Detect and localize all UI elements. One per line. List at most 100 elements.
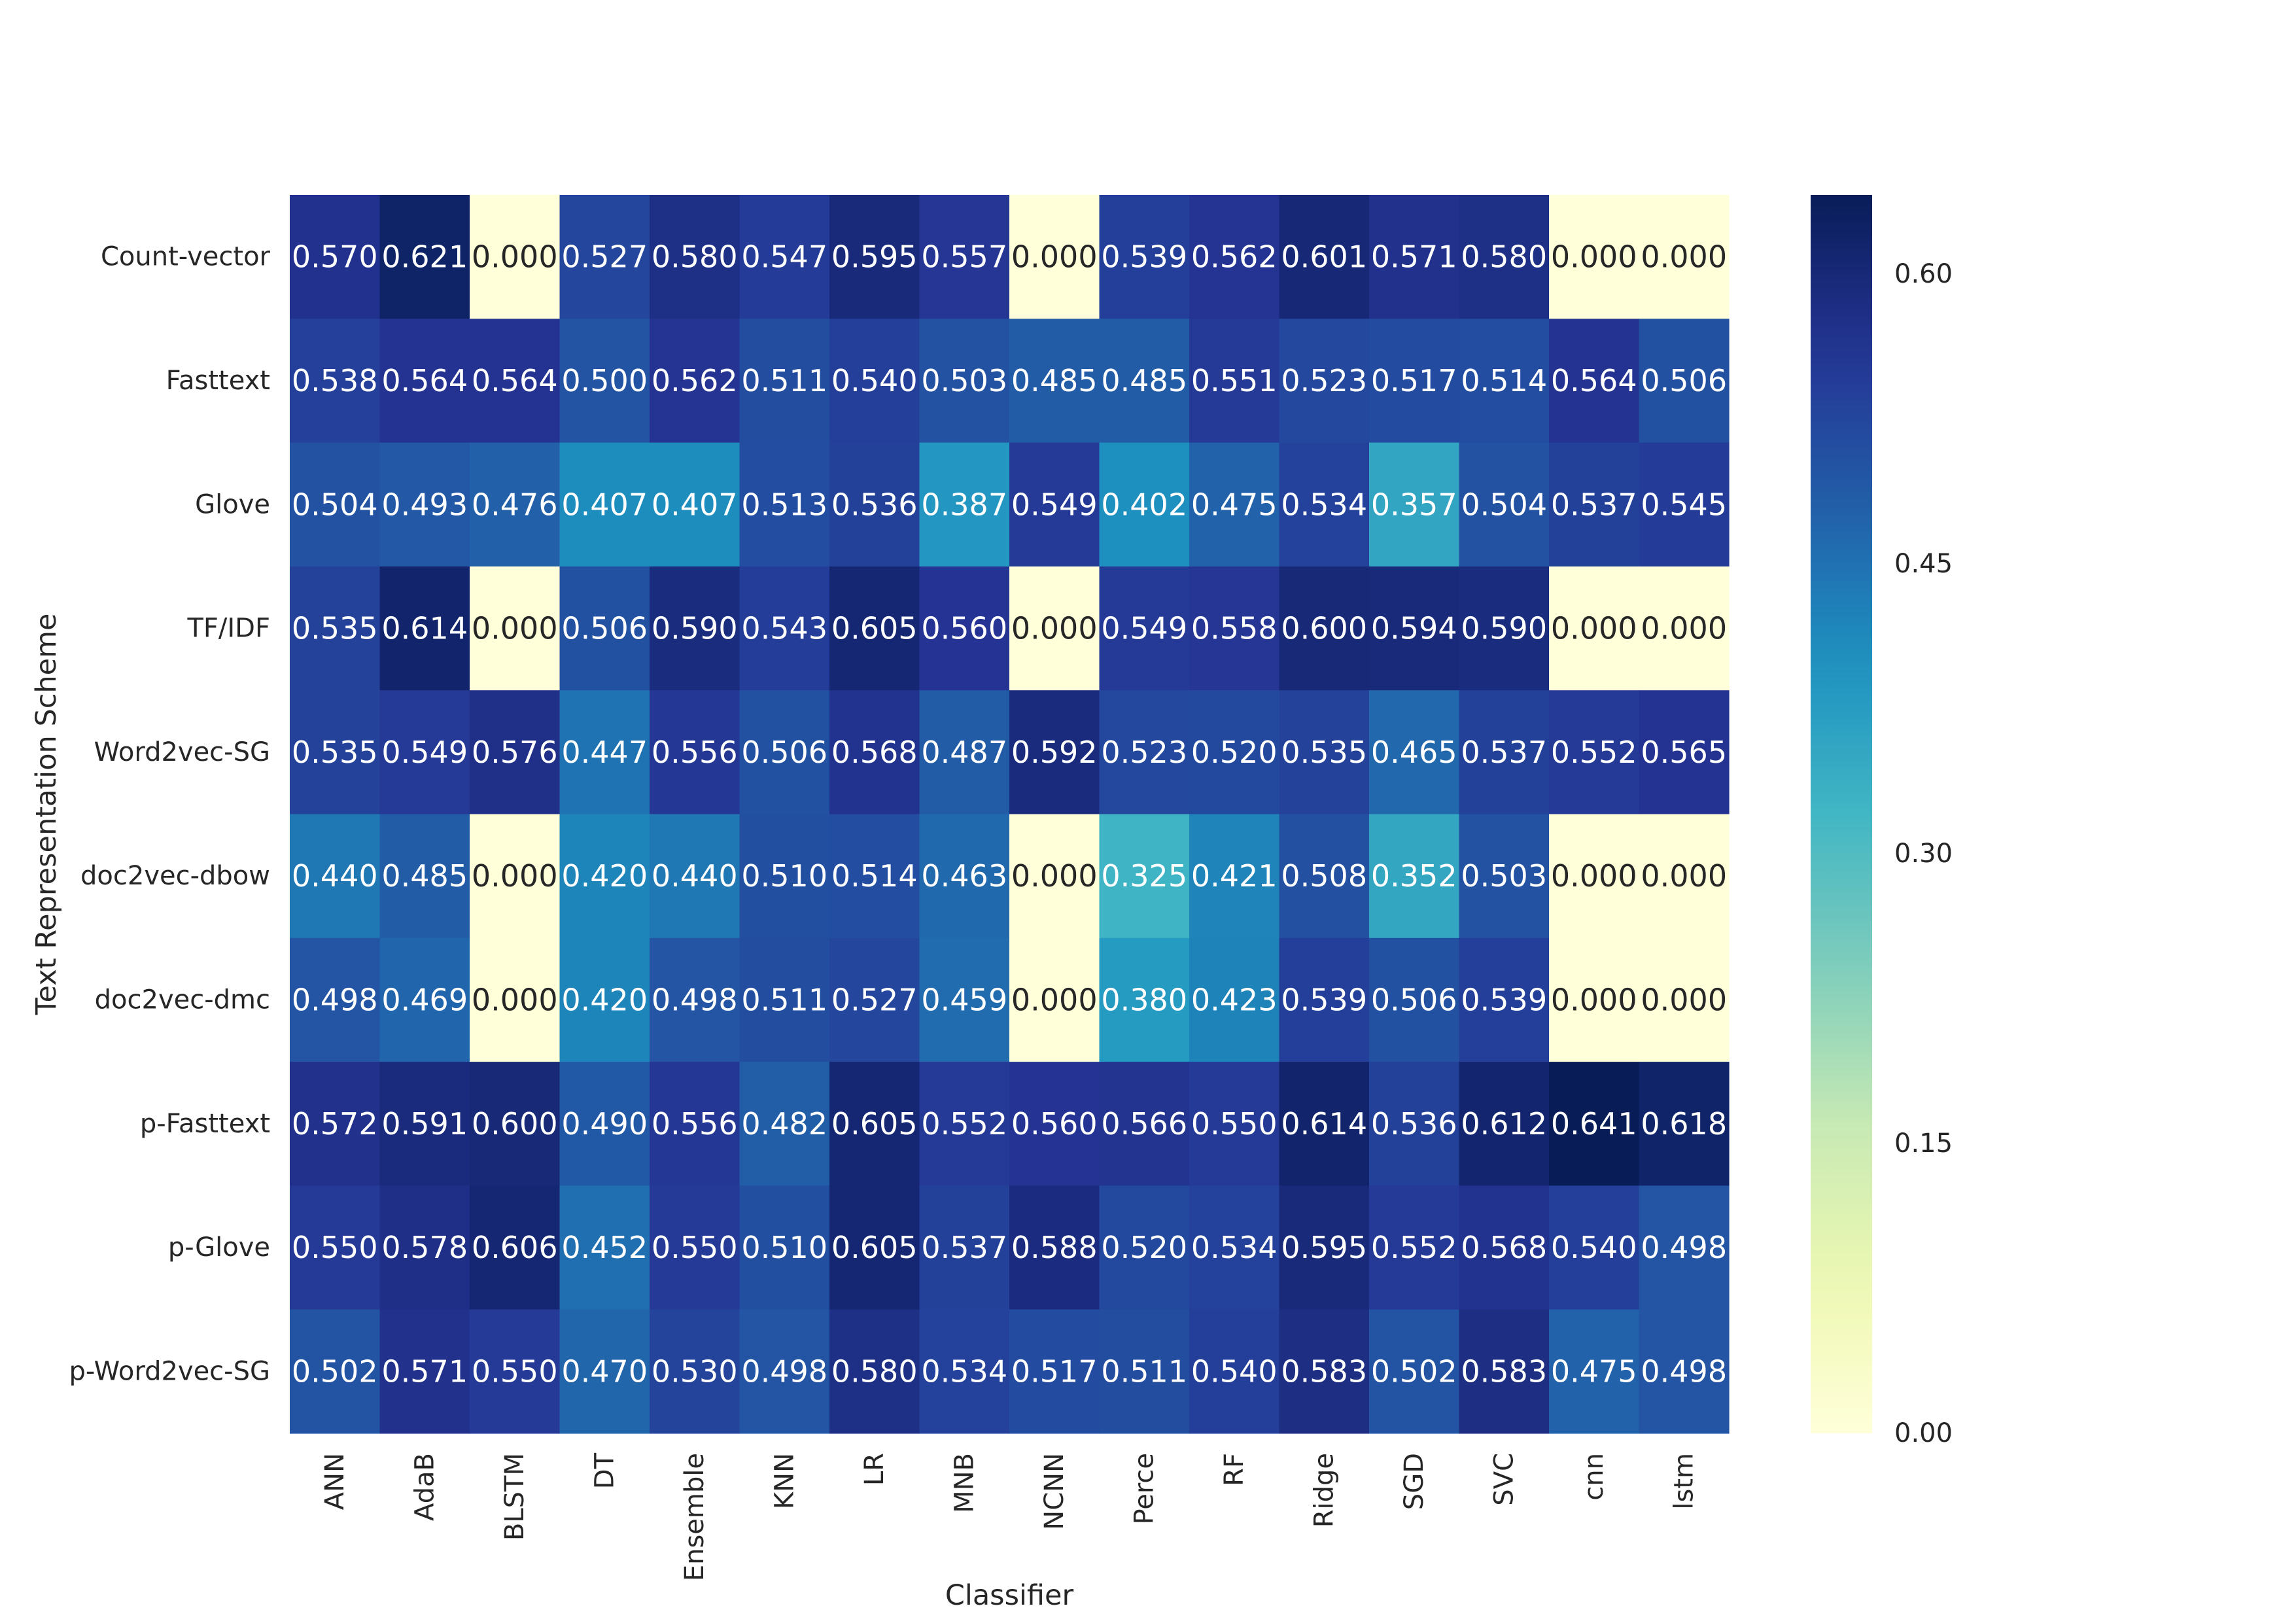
row-tick-label: p-Fasttext — [140, 1109, 270, 1139]
cell-value-label: 0.550 — [472, 1353, 558, 1389]
heatmap-cell — [829, 1309, 920, 1434]
colorbar-tick-label: 0.45 — [1894, 549, 1953, 579]
heatmap-cell — [1459, 814, 1550, 939]
heatmap-cell — [1009, 1309, 1100, 1434]
cell-value-label: 0.352 — [1371, 858, 1457, 894]
cell-value-label: 0.000 — [1551, 982, 1637, 1017]
heatmap-cell — [559, 566, 650, 691]
heatmap-cell — [379, 195, 470, 319]
cell-value-label: 0.590 — [652, 611, 738, 646]
cell-value-label: 0.540 — [1191, 1353, 1278, 1389]
cell-value-label: 0.520 — [1101, 1230, 1187, 1265]
heatmap-cell — [919, 319, 1010, 444]
cell-value-label: 0.504 — [1461, 487, 1547, 522]
cell-value-label: 0.539 — [1281, 982, 1367, 1017]
heatmap-cell — [1009, 937, 1100, 1062]
heatmap-cell — [1369, 319, 1460, 444]
heatmap-cell — [1549, 1185, 1640, 1310]
heatmap-cell — [1279, 1185, 1370, 1310]
cell-value-label: 0.504 — [292, 487, 378, 522]
cell-value-label: 0.503 — [921, 363, 1007, 398]
cell-value-label: 0.545 — [1641, 487, 1727, 522]
cell-value-label: 0.618 — [1641, 1106, 1727, 1142]
heatmap-cell — [1459, 1309, 1550, 1434]
cell-value-label: 0.510 — [741, 1230, 827, 1265]
cell-value-label: 0.562 — [1191, 239, 1278, 275]
heatmap-cell — [1549, 319, 1640, 444]
cell-value-label: 0.535 — [292, 611, 378, 646]
cell-value-label: 0.502 — [1371, 1353, 1457, 1389]
cell-value-label: 0.498 — [652, 982, 738, 1017]
cell-value-label: 0.578 — [381, 1230, 468, 1265]
heatmap-cell — [1549, 195, 1640, 319]
cell-value-label: 0.527 — [831, 982, 918, 1017]
cell-value-label: 0.469 — [381, 982, 468, 1017]
cell-value-label: 0.000 — [1641, 982, 1727, 1017]
heatmap-cell — [1279, 195, 1370, 319]
heatmap-cell — [1009, 1062, 1100, 1186]
heatmap-cell — [1639, 937, 1730, 1062]
heatmap-cells: 0.570 0.621 0.000 0.527 0.580 0.547 0.595 0.557… — [290, 195, 1730, 1434]
heatmap-cell — [1639, 319, 1730, 444]
cell-value-label: 0.539 — [1101, 239, 1187, 275]
cell-value-label: 0.503 — [1461, 858, 1547, 894]
colorbar-tick-label: 0.60 — [1894, 259, 1953, 289]
heatmap-cell — [1369, 1309, 1460, 1434]
cell-value-label: 0.511 — [1101, 1353, 1187, 1389]
heatmap-cell — [559, 442, 650, 567]
heatmap-cell — [470, 937, 561, 1062]
cell-value-label: 0.506 — [1641, 363, 1727, 398]
heatmap-cell — [650, 937, 740, 1062]
cell-value-label: 0.357 — [1371, 487, 1457, 522]
column-tick-label: lstm — [1669, 1453, 1699, 1510]
heatmap-cell — [739, 937, 830, 1062]
heatmap-cell — [739, 1062, 830, 1186]
column-tick-label: RF — [1219, 1453, 1249, 1486]
cell-value-label: 0.560 — [1011, 1106, 1098, 1142]
cell-value-label: 0.600 — [1281, 611, 1367, 646]
heatmap-cell — [559, 814, 650, 939]
cell-value-label: 0.595 — [1281, 1230, 1367, 1265]
heatmap-cell — [1189, 814, 1280, 939]
cell-value-label: 0.000 — [472, 239, 558, 275]
cell-value-label: 0.562 — [652, 363, 738, 398]
cell-value-label: 0.540 — [831, 363, 918, 398]
cell-value-label: 0.552 — [1371, 1230, 1457, 1265]
cell-value-label: 0.421 — [1191, 858, 1278, 894]
heatmap-cell — [1279, 937, 1370, 1062]
cell-value-label: 0.485 — [1101, 363, 1187, 398]
heatmap-cell — [650, 814, 740, 939]
heatmap-cell — [919, 566, 1010, 691]
heatmap-cell — [290, 1062, 381, 1186]
cell-value-label: 0.465 — [1371, 735, 1457, 770]
cell-value-label: 0.475 — [1191, 487, 1278, 522]
cell-value-label: 0.590 — [1461, 611, 1547, 646]
heatmap-cell — [379, 814, 470, 939]
cell-value-label: 0.000 — [472, 858, 558, 894]
heatmap-cell — [1639, 1309, 1730, 1434]
heatmap-cell — [290, 566, 381, 691]
cell-value-label: 0.552 — [1551, 735, 1637, 770]
cell-value-label: 0.605 — [831, 611, 918, 646]
cell-value-label: 0.550 — [292, 1230, 378, 1265]
heatmap-cell — [379, 442, 470, 567]
heatmap-cell — [1369, 195, 1460, 319]
heatmap-cell — [739, 442, 830, 567]
cell-value-label: 0.508 — [1281, 858, 1367, 894]
heatmap-cell — [290, 319, 381, 444]
cell-value-label: 0.535 — [1281, 735, 1367, 770]
cell-value-label: 0.568 — [1461, 1230, 1547, 1265]
heatmap-cell — [1009, 814, 1100, 939]
heatmap-cell — [1279, 690, 1370, 815]
column-tick-label: MNB — [949, 1453, 979, 1513]
cell-value-label: 0.459 — [921, 982, 1007, 1017]
heatmap-cell — [1009, 690, 1100, 815]
cell-value-label: 0.511 — [741, 363, 827, 398]
cell-value-label: 0.513 — [741, 487, 827, 522]
heatmap-cell — [290, 814, 381, 939]
cell-value-label: 0.493 — [381, 487, 468, 522]
cell-value-label: 0.000 — [1641, 611, 1727, 646]
heatmap-cell — [1369, 1062, 1460, 1186]
column-tick-label: LR — [860, 1453, 890, 1486]
cell-value-label: 0.527 — [561, 239, 648, 275]
